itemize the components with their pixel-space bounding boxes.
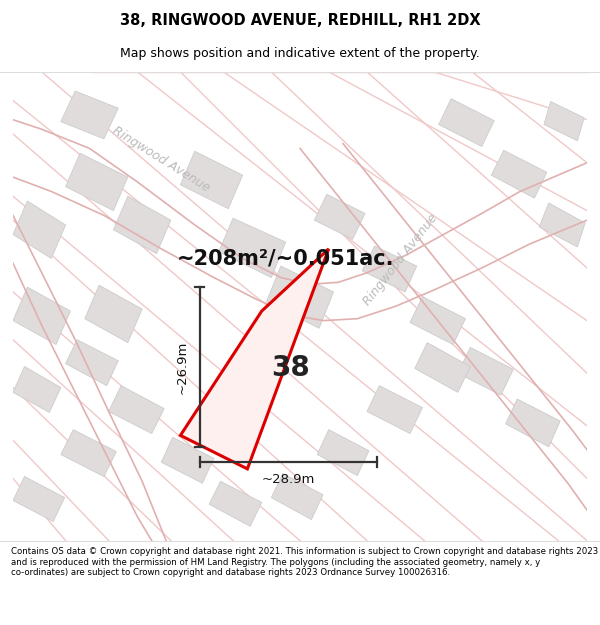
Polygon shape: [61, 429, 116, 476]
Polygon shape: [209, 481, 262, 526]
Polygon shape: [65, 340, 118, 386]
Text: Ringwood Avenue: Ringwood Avenue: [361, 211, 440, 308]
Polygon shape: [13, 287, 70, 344]
Text: Contains OS data © Crown copyright and database right 2021. This information is : Contains OS data © Crown copyright and d…: [11, 548, 598, 577]
Polygon shape: [13, 366, 61, 413]
Polygon shape: [415, 342, 470, 392]
Polygon shape: [544, 101, 584, 141]
Polygon shape: [410, 297, 466, 344]
Polygon shape: [317, 429, 369, 476]
Text: Ringwood Avenue: Ringwood Avenue: [110, 124, 212, 194]
Polygon shape: [161, 438, 214, 483]
Polygon shape: [61, 91, 118, 139]
Polygon shape: [271, 474, 323, 519]
Polygon shape: [539, 203, 585, 247]
Polygon shape: [491, 151, 547, 198]
Polygon shape: [85, 285, 142, 342]
Polygon shape: [65, 153, 128, 211]
Polygon shape: [181, 249, 329, 469]
Polygon shape: [367, 386, 422, 434]
Polygon shape: [266, 266, 334, 328]
Polygon shape: [439, 99, 494, 146]
Polygon shape: [458, 348, 514, 395]
Polygon shape: [362, 246, 417, 292]
Text: 38: 38: [271, 354, 310, 382]
Text: 38, RINGWOOD AVENUE, REDHILL, RH1 2DX: 38, RINGWOOD AVENUE, REDHILL, RH1 2DX: [119, 12, 481, 28]
Polygon shape: [13, 476, 65, 521]
Polygon shape: [506, 399, 560, 447]
Polygon shape: [181, 151, 242, 209]
Polygon shape: [218, 218, 286, 278]
Polygon shape: [13, 201, 65, 258]
Text: Map shows position and indicative extent of the property.: Map shows position and indicative extent…: [120, 48, 480, 61]
Text: ~208m²/~0.051ac.: ~208m²/~0.051ac.: [177, 248, 394, 268]
Text: ~26.9m: ~26.9m: [176, 340, 189, 394]
Text: ~28.9m: ~28.9m: [262, 473, 315, 486]
Polygon shape: [314, 194, 365, 239]
Polygon shape: [109, 386, 164, 434]
Polygon shape: [113, 196, 171, 254]
